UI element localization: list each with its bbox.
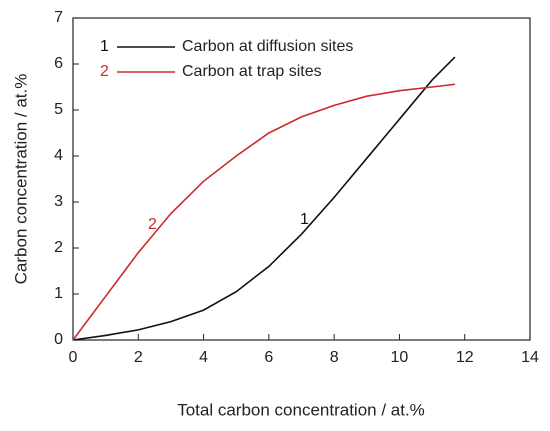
y-tick-label: 5 bbox=[54, 101, 63, 118]
curve-label: 2 bbox=[148, 216, 157, 233]
y-tick-label: 7 bbox=[54, 9, 63, 26]
y-tick-label: 0 bbox=[54, 331, 63, 348]
x-tick-label: 2 bbox=[134, 349, 143, 366]
y-tick-label: 2 bbox=[54, 239, 63, 256]
x-tick-label: 4 bbox=[199, 349, 208, 366]
x-tick-label: 10 bbox=[391, 349, 409, 366]
legend-label: Carbon at trap sites bbox=[182, 63, 322, 80]
y-tick-label: 4 bbox=[54, 147, 63, 164]
x-tick-label: 6 bbox=[264, 349, 273, 366]
x-tick-label: 12 bbox=[456, 349, 474, 366]
x-tick-label: 0 bbox=[69, 349, 78, 366]
series-line bbox=[72, 56, 456, 341]
curve-label: 1 bbox=[300, 211, 309, 228]
y-tick-label: 6 bbox=[54, 55, 63, 72]
y-tick-label: 3 bbox=[54, 193, 63, 210]
x-tick-label: 14 bbox=[521, 349, 539, 366]
legend-number: 2 bbox=[100, 63, 109, 80]
legend-number: 1 bbox=[100, 38, 109, 55]
x-axis-title: Total carbon concentration / at.% bbox=[177, 400, 425, 419]
x-tick-label: 8 bbox=[330, 349, 339, 366]
y-tick-label: 1 bbox=[54, 285, 63, 302]
plot-frame bbox=[72, 17, 531, 341]
y-axis-title: Carbon concentration / at.% bbox=[11, 74, 30, 285]
series-line bbox=[72, 83, 456, 341]
legend-label: Carbon at diffusion sites bbox=[182, 38, 353, 55]
